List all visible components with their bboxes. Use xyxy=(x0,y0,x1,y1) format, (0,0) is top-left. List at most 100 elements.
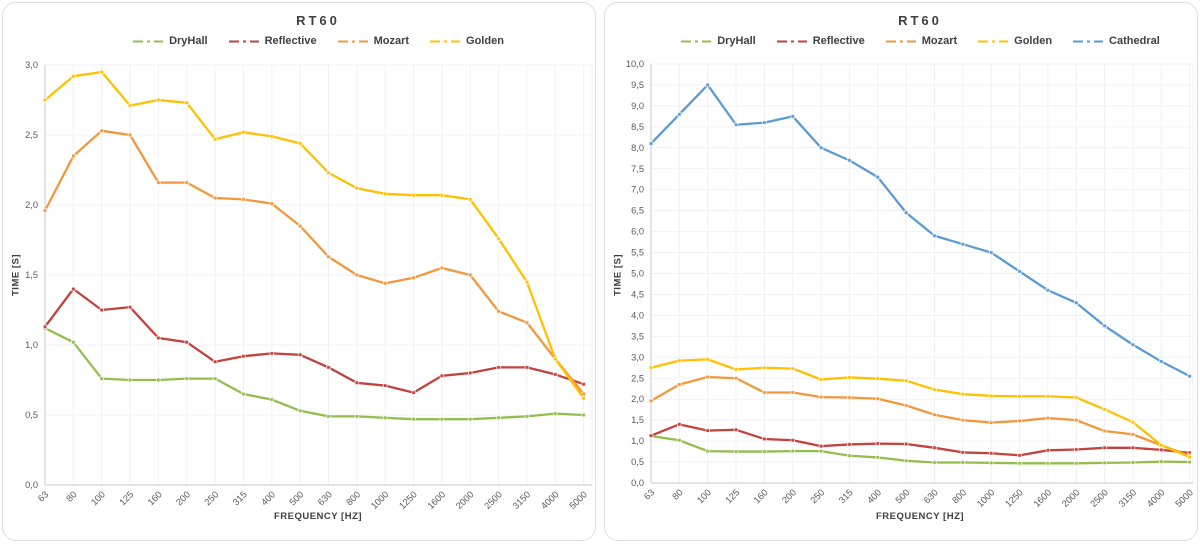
x-tick-label: 2500 xyxy=(1088,487,1110,509)
data-point-marker xyxy=(241,197,246,202)
data-point-marker xyxy=(1159,359,1164,364)
legend-item-golden: Golden xyxy=(429,35,504,47)
chart-canvas: 0,0 0,5 1,0 1,5 2,0 2,5 3,0 63 80 100 125 160 200 250… xyxy=(25,60,593,511)
data-point-marker xyxy=(71,286,76,292)
data-point-marker xyxy=(184,100,189,106)
data-point-marker xyxy=(524,414,530,419)
data-point-marker xyxy=(1045,461,1051,466)
y-tick-label: 9,0 xyxy=(631,101,644,111)
chart-legend: DryHall Reflective Mozart Golden Cathedral xyxy=(605,35,1197,47)
data-point-marker xyxy=(212,136,218,142)
data-point-marker xyxy=(524,365,530,370)
y-tick-label: 6,5 xyxy=(631,206,644,216)
data-point-marker xyxy=(988,451,994,456)
data-point-marker xyxy=(818,394,824,400)
data-point-marker xyxy=(903,441,909,447)
x-tick-label: 500 xyxy=(894,487,912,505)
data-point-marker xyxy=(847,442,852,447)
x-tick-label: 100 xyxy=(89,489,107,507)
x-tick-label: 1000 xyxy=(369,489,391,511)
x-tick-label: 160 xyxy=(752,487,770,505)
legend-item-mozart: Mozart xyxy=(337,35,409,47)
y-tick-label: 9,5 xyxy=(631,80,644,90)
data-point-marker xyxy=(988,250,994,255)
data-point-marker xyxy=(705,357,710,362)
data-point-marker xyxy=(42,208,48,213)
data-point-marker xyxy=(326,365,331,370)
y-tick-label: 1,0 xyxy=(25,340,38,350)
data-point-marker xyxy=(468,272,473,278)
legend-item-mozart: Mozart xyxy=(885,35,957,47)
data-point-marker xyxy=(326,254,331,260)
data-point-marker xyxy=(1187,454,1192,460)
data-point-marker xyxy=(71,339,76,345)
data-point-marker xyxy=(241,353,246,359)
data-point-marker xyxy=(212,376,218,381)
data-point-marker xyxy=(1159,443,1164,448)
data-point-marker xyxy=(127,304,133,310)
data-point-marker xyxy=(677,112,682,117)
y-tick-label: 1,0 xyxy=(631,436,644,446)
x-tick-label: 80 xyxy=(64,489,78,503)
legend-item-golden: Golden xyxy=(977,35,1052,47)
data-point-marker xyxy=(875,441,881,446)
data-point-marker xyxy=(762,120,767,125)
data-point-marker xyxy=(411,416,416,422)
x-tick-label: 630 xyxy=(316,489,334,507)
data-point-marker xyxy=(439,192,445,198)
data-point-marker xyxy=(677,358,682,363)
data-point-marker xyxy=(818,377,824,382)
legend-item-dryhall: DryHall xyxy=(132,35,208,47)
data-point-marker xyxy=(1074,300,1079,306)
y-tick-label: 2,5 xyxy=(25,130,38,140)
data-point-marker xyxy=(1017,418,1022,424)
legend-label: DryHall xyxy=(717,35,756,47)
y-axis-title: TIME [S] xyxy=(612,254,624,296)
y-tick-label: 0,5 xyxy=(631,457,644,467)
data-point-marker xyxy=(762,449,767,454)
data-point-marker xyxy=(847,453,852,459)
data-point-marker xyxy=(411,390,416,395)
x-tick-label: 3150 xyxy=(511,489,533,511)
data-point-marker xyxy=(269,351,275,356)
data-point-marker xyxy=(524,279,530,285)
legend-item-reflective: Reflective xyxy=(228,35,317,47)
y-tick-label: 4,0 xyxy=(631,310,644,320)
data-point-marker xyxy=(677,438,682,443)
data-point-marker xyxy=(847,375,852,380)
data-point-marker xyxy=(1130,445,1136,451)
x-tick-label: 5000 xyxy=(567,489,589,511)
data-point-marker xyxy=(71,153,76,159)
series-golden xyxy=(648,357,1192,460)
data-point-marker xyxy=(297,141,303,146)
legend-line-marker-icon xyxy=(1073,40,1104,42)
y-tick-label: 10,0 xyxy=(626,59,644,69)
data-point-marker xyxy=(847,395,852,400)
data-point-marker xyxy=(818,443,824,449)
data-point-marker xyxy=(127,132,133,138)
data-point-marker xyxy=(875,376,881,381)
data-point-marker xyxy=(468,197,473,202)
data-point-marker xyxy=(733,449,739,454)
x-tick-label: 250 xyxy=(808,487,826,505)
data-point-marker xyxy=(42,324,48,330)
legend-line-marker-icon xyxy=(681,40,712,42)
data-point-marker xyxy=(1017,453,1022,458)
legend-line-marker-icon xyxy=(337,40,368,42)
legend-line-marker-icon xyxy=(978,40,1009,42)
y-tick-label: 8,5 xyxy=(631,122,644,132)
data-point-marker xyxy=(733,367,739,372)
data-point-marker xyxy=(648,433,654,438)
data-point-marker xyxy=(1102,445,1107,451)
data-point-marker xyxy=(988,460,994,466)
x-tick-label: 400 xyxy=(865,487,883,505)
data-point-marker xyxy=(326,414,331,419)
x-tick-label: 200 xyxy=(780,487,798,505)
data-point-marker xyxy=(496,309,501,314)
x-axis-title: FREQUENCY [HZ] xyxy=(273,511,363,522)
data-point-marker xyxy=(762,365,767,371)
data-point-marker xyxy=(960,391,966,397)
y-tick-label: 0,0 xyxy=(25,480,38,490)
x-tick-label: 315 xyxy=(231,489,249,507)
data-point-marker xyxy=(1159,459,1164,464)
